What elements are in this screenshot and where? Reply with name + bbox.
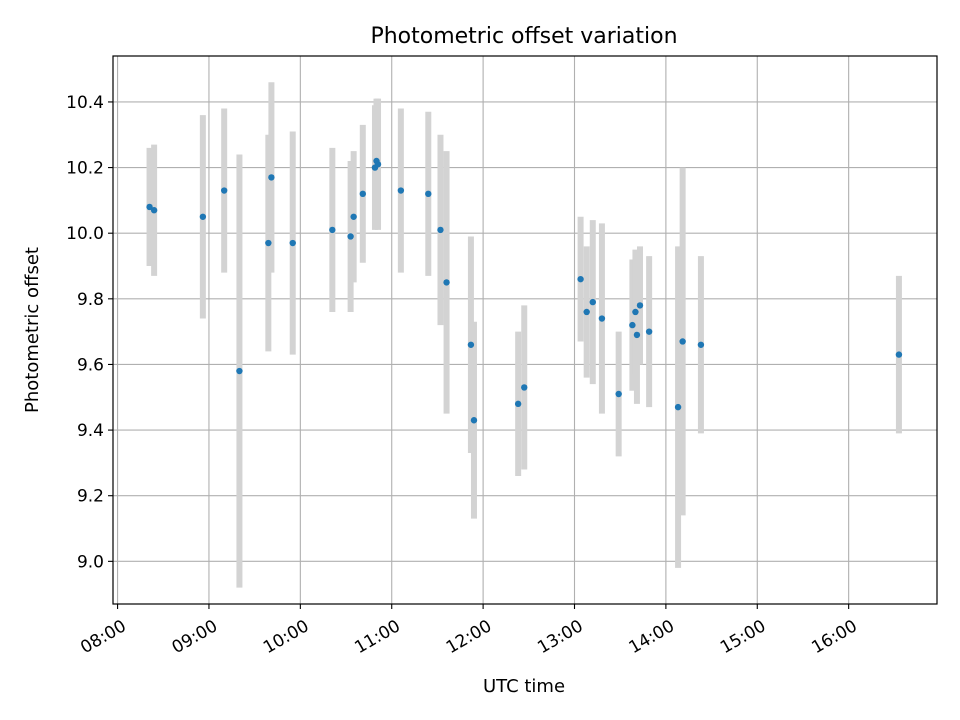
chart-title: Photometric offset variation	[370, 24, 677, 49]
y-tick-label: 9.4	[77, 421, 104, 441]
data-point	[583, 308, 590, 316]
data-point	[470, 417, 478, 424]
data-point	[347, 233, 354, 240]
x-axis-label: UTC time	[483, 676, 565, 697]
data-point	[425, 190, 432, 198]
data-point	[674, 403, 682, 411]
data-point	[289, 239, 296, 247]
data-point	[636, 302, 644, 309]
data-point	[329, 226, 336, 234]
data-point	[199, 213, 207, 220]
y-tick-label: 9.8	[77, 290, 104, 310]
data-point	[598, 315, 606, 322]
data-point	[397, 187, 405, 194]
data-point	[467, 341, 475, 348]
y-tick-label: 9.2	[77, 487, 104, 507]
data-point	[632, 308, 639, 316]
y-tick-label: 9.0	[77, 552, 104, 572]
data-point	[577, 275, 584, 283]
data-point	[350, 213, 357, 220]
data-point	[645, 328, 653, 335]
data-point	[220, 187, 228, 194]
y-tick-label: 10.2	[66, 159, 104, 179]
data-point	[268, 174, 275, 181]
data-point	[146, 203, 153, 211]
data-point	[697, 341, 705, 348]
y-axis-ticks: 9.0 9.2 9.4 9.6 9.8 10.0 10.2 10.4	[66, 93, 113, 572]
data-point	[265, 239, 272, 247]
data-point	[437, 226, 444, 234]
data-point	[359, 190, 366, 198]
data-point	[589, 298, 596, 306]
data-point	[679, 338, 686, 345]
data-point	[633, 331, 641, 339]
y-axis-label: Photometric offset	[22, 247, 43, 413]
y-tick-label: 10.4	[66, 93, 104, 113]
data-point	[443, 279, 450, 286]
y-tick-label: 10.0	[66, 224, 104, 244]
data-point	[615, 390, 622, 398]
y-tick-label: 9.6	[77, 355, 104, 375]
data-point	[236, 367, 243, 375]
plot-frame	[112, 55, 938, 605]
data-point	[374, 161, 382, 168]
data-point	[629, 321, 636, 329]
data-point	[895, 351, 903, 358]
data-points	[146, 157, 903, 424]
data-point	[521, 384, 528, 391]
data-point	[514, 400, 522, 408]
data-point	[150, 207, 158, 214]
